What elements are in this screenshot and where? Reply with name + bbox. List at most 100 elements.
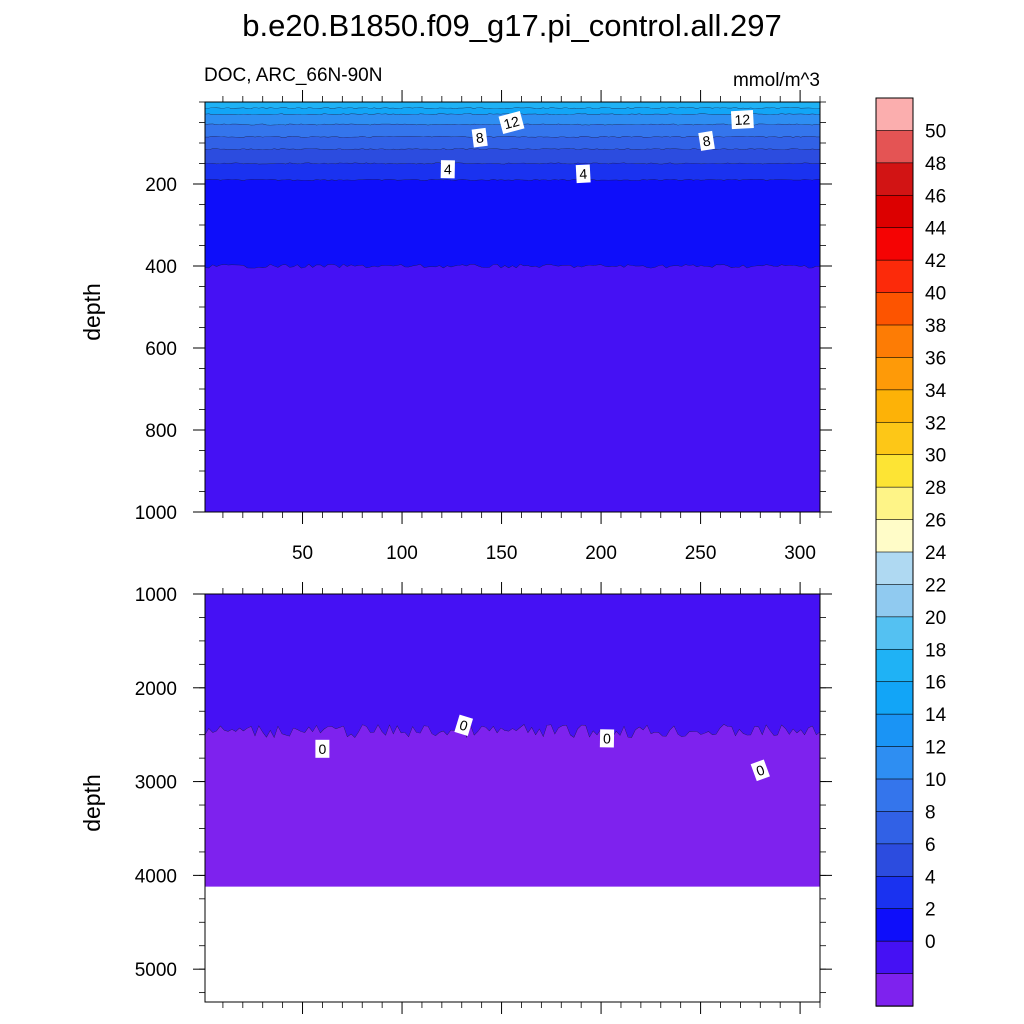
colorbar-label: 34 (925, 381, 947, 402)
y-tick-label: 1000 (135, 503, 177, 524)
colorbar-label: 0 (925, 932, 936, 953)
contour-label-box (498, 110, 525, 135)
colorbar-label: 10 (925, 770, 946, 791)
contour-band (205, 148, 820, 165)
contour-label-text: 4 (444, 161, 452, 177)
colorbar-swatch (875, 811, 914, 845)
colorbar-swatch (875, 843, 914, 877)
x-tick-label: 100 (386, 543, 418, 564)
colorbar-swatch (875, 454, 914, 488)
contour-label: 12 (730, 110, 754, 130)
colorbar-label: 46 (925, 186, 946, 207)
colorbar-label: 44 (925, 219, 947, 240)
y-tick-label: 5000 (135, 960, 177, 981)
contour-band (205, 107, 820, 115)
colorbar-swatch (875, 292, 914, 326)
colorbar-frame (875, 97, 914, 1007)
contour-label-box (599, 729, 615, 748)
contour-label-text: 4 (579, 166, 588, 182)
y-tick-label: 4000 (135, 866, 177, 887)
units-label: mmol/m^3 (733, 70, 820, 91)
contour-label: 0 (750, 759, 770, 782)
y-axis-label: depth (79, 283, 105, 341)
colorbar-label: 24 (925, 543, 947, 564)
colorbar-swatch (875, 551, 914, 586)
colorbar-label: 8 (925, 802, 936, 823)
colorbar-swatch (875, 940, 914, 975)
colorbar-label: 2 (925, 900, 936, 921)
colorbar-swatch (875, 227, 914, 261)
contour-label: 4 (440, 160, 455, 179)
colorbar-swatch (875, 389, 914, 423)
colorbar-label: 32 (925, 413, 946, 434)
contour-band (205, 136, 820, 150)
x-tick-label: 200 (585, 543, 617, 564)
contour-label-box (730, 110, 754, 130)
contour-label-box (315, 739, 330, 758)
colorbar-label: 28 (925, 478, 946, 499)
x-tick-label: 50 (292, 543, 313, 564)
contour-label: 0 (454, 714, 474, 736)
colorbar-swatch (875, 259, 914, 294)
colorbar-label: 6 (925, 835, 936, 856)
y-tick-label: 200 (145, 175, 177, 196)
colorbar-swatch (875, 194, 914, 229)
colorbar-label: 38 (925, 316, 946, 337)
contour-label-text: 0 (603, 730, 611, 746)
lower-depth-panel: 1000 2000 3000 4000 5000 depth 0 0 0 0 (79, 582, 832, 1014)
colorbar-swatch (875, 875, 914, 910)
x-tick-label: 150 (486, 543, 518, 564)
contour-band (205, 724, 820, 887)
y-tick-label: 2000 (135, 679, 177, 700)
chart-title: b.e20.B1850.f09_g17.pi_control.all.297 (242, 8, 782, 43)
colorbar-swatch (875, 648, 914, 683)
colorbar-label: 36 (925, 348, 946, 369)
colorbar-swatch (875, 324, 914, 359)
x-tick-label: 250 (685, 543, 717, 564)
contour-label-text: 8 (475, 129, 485, 146)
contour-label-box (454, 714, 474, 736)
colorbar-label: 22 (925, 575, 946, 596)
contour-band (205, 102, 820, 109)
contour-label-box (440, 160, 455, 179)
x-tick-label: 300 (784, 543, 816, 564)
colorbar-swatch (875, 130, 914, 164)
colorbar-swatch (875, 162, 914, 196)
colorbar-label: 42 (925, 251, 946, 272)
colorbar-label: 18 (925, 640, 946, 661)
contour-label-text: 8 (701, 132, 711, 149)
contour-label-box (575, 164, 591, 184)
y-tick-label: 1000 (135, 585, 177, 606)
colorbar-swatch (875, 681, 914, 715)
contour-label: 8 (471, 127, 488, 148)
colorbar-label: 30 (925, 446, 946, 467)
contour-label: 12 (498, 110, 525, 135)
contour-label: 8 (698, 130, 715, 151)
colorbar-label: 50 (925, 121, 946, 142)
contour-band (205, 594, 820, 738)
plot-frame (204, 593, 821, 1003)
y-tick-label: 3000 (135, 773, 177, 794)
colorbar-label: 14 (925, 705, 947, 726)
contour-label-box (698, 130, 715, 151)
colorbar-swatch (875, 519, 914, 553)
colorbar-label: 40 (925, 284, 946, 305)
y-tick-label: 800 (145, 421, 177, 442)
contour-label-text: 0 (319, 741, 327, 757)
colorbar-swatch (875, 746, 914, 780)
y-axis-label: depth (79, 774, 105, 832)
colorbar-swatch (875, 486, 914, 521)
colorbar-swatch (875, 584, 914, 618)
contour-label-text: 12 (734, 111, 751, 128)
colorbar-label: 20 (925, 608, 946, 629)
colorbar-swatch (875, 973, 914, 1007)
colorbar-swatch (875, 616, 914, 650)
contour-label-box (471, 127, 488, 148)
colorbar: 5048464442403836343230282624222018161412… (875, 97, 947, 1007)
contour-label-box (750, 759, 770, 782)
colorbar-label: 12 (925, 738, 946, 759)
colorbar-swatch (875, 778, 914, 813)
contour-label: 4 (575, 164, 591, 184)
colorbar-swatch (875, 357, 914, 391)
